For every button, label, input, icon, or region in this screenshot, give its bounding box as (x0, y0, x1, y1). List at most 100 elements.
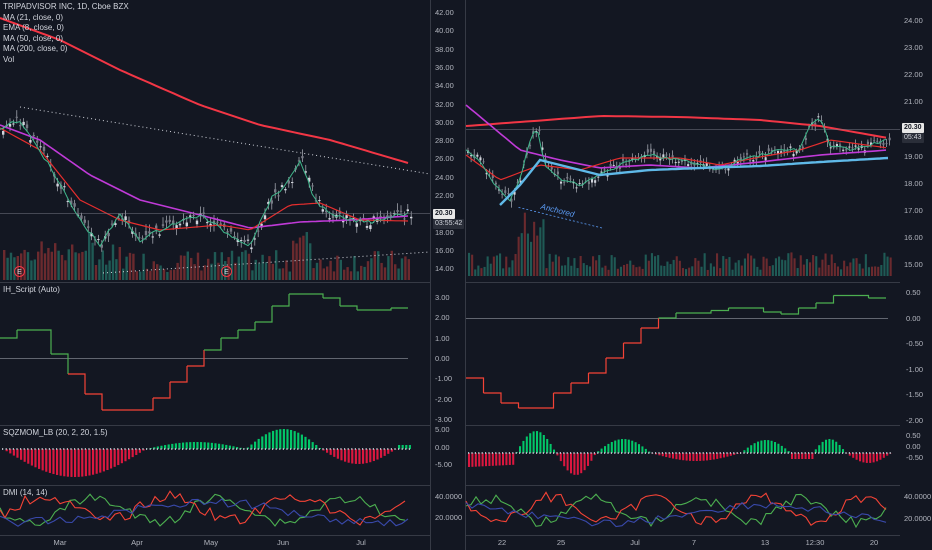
volume-bar (737, 260, 740, 276)
right-time-tick: 25 (556, 538, 566, 547)
left-price-tick: 42.00 (435, 8, 454, 17)
volume-bar (548, 253, 551, 276)
squeeze-bar (59, 449, 62, 476)
squeeze-dot (239, 448, 241, 450)
candle-body (653, 150, 656, 155)
squeeze-bar (88, 449, 91, 476)
volume-bar (149, 270, 152, 280)
squeeze-bar (729, 453, 732, 456)
candle-body (321, 209, 324, 212)
legend-ma50[interactable]: MA (50, close, 0) (3, 33, 64, 43)
squeeze-dot (655, 452, 657, 454)
volume-bar (261, 254, 264, 280)
volume-bar (672, 259, 675, 276)
legend-ma200[interactable]: MA (200, close, 0) (3, 44, 68, 53)
candle-body (291, 182, 294, 184)
squeeze-dot (580, 452, 582, 454)
squeeze-dot (272, 448, 274, 450)
volume-bar (505, 256, 508, 276)
squeeze-pane-label[interactable]: SQZMOM_LB (20, 2, 20, 1.5) (3, 428, 108, 437)
candle-body (773, 151, 776, 153)
volume-bar (305, 232, 308, 280)
squeeze-dot (573, 452, 575, 454)
squeeze-bar (171, 443, 174, 449)
squeeze-dot (886, 452, 888, 454)
candle-body (97, 239, 100, 241)
squeeze-dot (746, 452, 748, 454)
candle-body (178, 223, 182, 226)
volume-bar (47, 247, 50, 280)
candle-body (876, 140, 879, 142)
volume-bar (346, 267, 349, 280)
volume-bar (871, 266, 874, 276)
squeeze-dot (726, 452, 728, 454)
earnings-badge-2[interactable]: E (221, 266, 232, 277)
squeeze-dot (631, 452, 633, 454)
dmi-pane-label[interactable]: DMI (14, 14) (3, 488, 48, 497)
squeeze-bar (665, 453, 668, 458)
squeeze-bar (214, 443, 217, 449)
squeeze-bar (780, 445, 783, 453)
left-countdown-tag: 03:55:42 (433, 219, 465, 229)
candle-body (671, 155, 674, 158)
candle-body (189, 215, 192, 217)
symbol-title[interactable]: TRIPADVISOR INC, 1D, Cboe BZX (3, 2, 129, 11)
volume-bar (765, 258, 768, 276)
candle-body (114, 223, 117, 226)
squeeze-bar (678, 453, 681, 460)
volume-bar (33, 259, 36, 280)
candle-body (516, 182, 519, 184)
candle-body (87, 226, 90, 228)
earnings-badge-1[interactable]: E (14, 266, 25, 277)
squeeze-dot (757, 452, 759, 454)
squeeze-dot (246, 448, 248, 450)
volume-bar (169, 270, 172, 280)
volume-bar (499, 253, 502, 276)
squeeze-dot (358, 448, 360, 450)
squeeze-bar (66, 449, 69, 477)
legend-ma21[interactable]: MA (21, close, 0) (3, 12, 64, 22)
volume-bar (251, 270, 254, 280)
squeeze-dot (110, 448, 112, 450)
squeeze-dot (189, 448, 191, 450)
candle-body (277, 195, 280, 197)
squeeze-bar (485, 453, 488, 467)
script-pane-label[interactable]: IH_Script (Auto) (3, 285, 60, 294)
volume-bar (135, 271, 138, 280)
squeeze-bar (110, 449, 113, 469)
squeeze-dot (570, 452, 572, 454)
squeeze-dot (171, 448, 173, 450)
candle-body (284, 188, 287, 191)
candle-body (131, 230, 134, 234)
candle-body (767, 148, 770, 152)
squeeze-dot (286, 448, 288, 450)
left-time-tick: Jul (356, 538, 366, 547)
volume-bar (579, 256, 582, 276)
squeeze-bar (254, 441, 257, 449)
squeeze-dot (831, 452, 833, 454)
squeeze-dot (590, 452, 592, 454)
candle-body (550, 167, 553, 170)
script-step-line (816, 295, 835, 304)
squeeze-bar (401, 445, 404, 449)
candle-body (158, 234, 161, 236)
legend-vol[interactable]: Vol (3, 54, 15, 64)
legend-ema8[interactable]: EMA (8, close, 0) (3, 23, 64, 32)
volume-bar (94, 264, 98, 280)
candle-body (659, 157, 662, 161)
volume-bar (193, 264, 196, 280)
squeeze-bar (210, 442, 213, 449)
squeeze-bar (23, 449, 26, 462)
squeeze-bar (16, 449, 19, 458)
candle-body (229, 228, 233, 232)
script-step-line (501, 402, 520, 408)
volume-bar (629, 260, 632, 276)
right-last-price-tag: 20.30 (902, 123, 924, 133)
squeeze-dot (644, 452, 646, 454)
squeeze-bar (770, 440, 773, 453)
squeeze-dot (566, 452, 568, 454)
volume-bar (50, 251, 53, 280)
squeeze-bar (326, 449, 329, 453)
volume-bar (483, 266, 486, 276)
